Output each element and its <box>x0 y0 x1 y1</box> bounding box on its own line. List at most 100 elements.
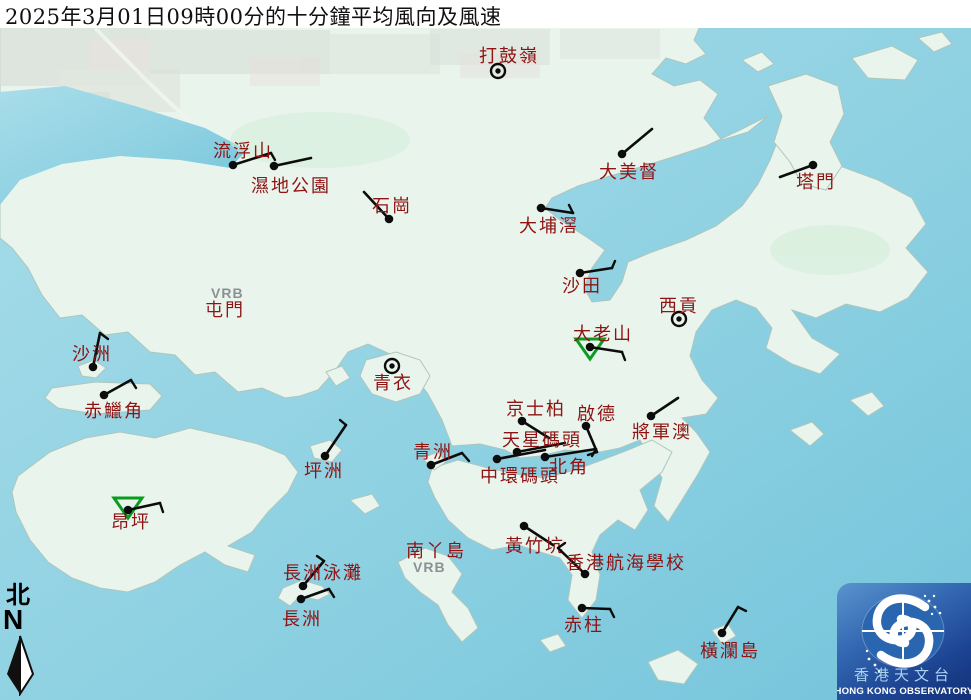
wind-barb-tick <box>608 607 616 619</box>
station-label-tai-po-kau: 大埔滘 <box>519 216 579 237</box>
station-dot <box>384 214 394 224</box>
station-tates-cairn: 大老山 <box>573 324 633 362</box>
wind-barb-shaft <box>323 423 348 458</box>
wind-barb-shaft <box>620 127 654 156</box>
station-label-north-point: 北角 <box>549 457 589 478</box>
station-label-central-pier: 中環碼頭 <box>480 466 560 487</box>
calm-wind-icon <box>383 357 401 375</box>
station-dot <box>228 160 238 170</box>
islands <box>11 31 953 685</box>
calm-wind-icon <box>670 310 688 328</box>
wind-barb-shaft <box>778 163 815 179</box>
po-toi-island <box>647 649 699 685</box>
station-dot <box>676 316 682 322</box>
south-islet <box>539 633 567 653</box>
station-wong-chuk-hang: 黃竹坑 <box>505 521 563 557</box>
compass-needle-icon <box>7 635 35 696</box>
small-ne-islet <box>740 51 775 73</box>
station-sha-chau: 沙洲 <box>72 331 112 372</box>
wind-barb-shaft <box>299 587 331 601</box>
north-label-zh: 北 <box>6 580 30 609</box>
station-dot <box>426 460 436 470</box>
station-label-tsing-yi: 青衣 <box>373 373 413 394</box>
hko-logo-icon: 香港天文台 HONG KONG OBSERVATORY <box>837 594 971 697</box>
station-label-peng-chau: 坪洲 <box>304 461 344 482</box>
station-label-kings-park: 京士柏 <box>506 399 566 420</box>
station-dot <box>536 203 546 213</box>
north-indicator: 北 N <box>3 582 45 696</box>
station-ta-kwu-ling: 打鼓嶺 <box>479 46 537 80</box>
station-label-lau-fau-shan: 流浮山 <box>213 141 273 162</box>
station-waglan-island: 橫瀾島 <box>700 605 758 662</box>
station-label-green-island: 青洲 <box>413 442 453 463</box>
station-sai-kung: 西貢 <box>659 296 699 328</box>
wind-barb-shaft <box>522 524 555 547</box>
halftone-dots <box>865 594 942 673</box>
wind-barb-shaft <box>301 559 326 588</box>
station-central-pier: 中環碼頭 <box>480 448 560 487</box>
station-label-kai-tak: 啟德 <box>577 404 617 425</box>
wind-barb-shaft <box>520 419 551 440</box>
station-dot <box>296 594 306 604</box>
wind-barb-shaft <box>556 546 587 576</box>
wind-barb-shaft <box>543 447 598 459</box>
station-label-lamma-island: 南丫島 <box>406 541 466 562</box>
station-label-tai-mei-tuk: 大美督 <box>599 162 659 183</box>
station-label-tuen-mun: 屯門 <box>205 300 245 321</box>
station-label-ngong-ping: 昂坪 <box>111 512 151 533</box>
station-hk-sea-school: 香港航海學校 <box>556 541 684 579</box>
wind-barb-shaft <box>495 448 547 461</box>
corner-islet <box>916 31 953 53</box>
wind-barb-tick <box>620 350 627 362</box>
logo-title-en: HONG KONG OBSERVATORY <box>837 686 971 697</box>
station-label-tseung-kwan-o: 將軍澳 <box>632 422 692 443</box>
station-tsing-yi: 青衣 <box>373 357 413 394</box>
wind-barb-shaft <box>272 156 313 168</box>
station-dot <box>540 452 550 462</box>
station-label-sha-chau: 沙洲 <box>72 344 112 365</box>
station-dot <box>492 454 502 464</box>
station-dot <box>495 68 501 74</box>
page-title: 2025年3月01日09時00分的十分鐘平均風向及風速 <box>5 5 502 29</box>
wind-barb-shaft <box>578 266 614 275</box>
station-label-star-ferry: 天星碼頭 <box>502 430 582 451</box>
station-star-ferry: 天星碼頭 <box>502 430 582 457</box>
logo-title-zh: 香港天文台 <box>854 666 954 684</box>
station-tai-mei-tuk: 大美督 <box>599 127 659 183</box>
wind-barb-shaft <box>720 605 740 635</box>
wind-barb-tick <box>315 554 326 563</box>
wind-barb-shaft <box>588 345 624 354</box>
station-label-sai-kung: 西貢 <box>659 296 699 317</box>
station-dot <box>519 521 529 531</box>
station-label-shek-kong: 石崗 <box>372 196 412 217</box>
station-label-tap-mun: 塔門 <box>796 172 836 193</box>
wind-barb-tick <box>338 418 348 427</box>
northeast-island <box>767 73 845 191</box>
station-dot <box>88 362 98 372</box>
wind-barb-tick <box>98 331 110 341</box>
station-green-island: 青洲 <box>413 442 471 470</box>
hei-ling-chau <box>349 493 381 515</box>
station-lau-fau-shan: 流浮山 <box>213 141 277 170</box>
wind-barb-tick <box>590 447 598 458</box>
station-peng-chau: 坪洲 <box>304 418 348 482</box>
station-ngong-ping: 昂坪 <box>111 496 165 533</box>
wind-barb-tick <box>327 587 336 599</box>
station-cheung-chau: 長洲 <box>282 587 336 630</box>
station-tseung-kwan-o: 將軍澳 <box>632 396 692 443</box>
station-label-tates-cairn: 大老山 <box>573 324 633 345</box>
wind-barb-shaft <box>126 501 162 512</box>
station-north-point: 北角 <box>540 447 598 478</box>
station-dot <box>646 411 656 421</box>
station-dot <box>517 416 527 426</box>
wind-barb-tick <box>567 203 575 215</box>
vrb-label: VRB <box>211 285 244 301</box>
station-dot <box>575 268 585 278</box>
station-dot <box>389 363 395 369</box>
lantau-island <box>11 427 299 593</box>
double-island <box>851 45 919 81</box>
